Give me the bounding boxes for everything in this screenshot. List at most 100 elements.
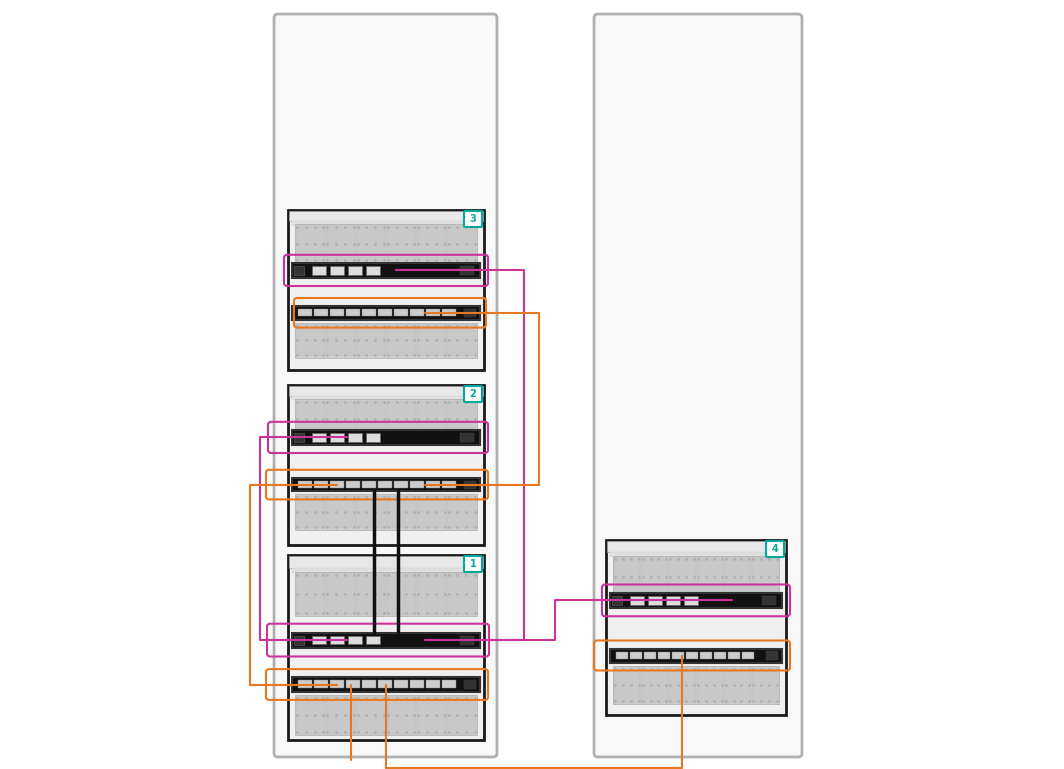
Bar: [686, 651, 698, 659]
Bar: [362, 309, 376, 317]
Bar: [348, 433, 362, 441]
Bar: [378, 681, 392, 688]
Bar: [288, 385, 484, 545]
Bar: [386, 324, 416, 356]
Bar: [289, 386, 483, 396]
Bar: [298, 681, 312, 688]
Bar: [447, 401, 477, 436]
Bar: [326, 324, 355, 356]
Bar: [295, 494, 477, 530]
Bar: [292, 633, 480, 647]
Bar: [697, 667, 724, 703]
Bar: [658, 651, 670, 659]
Bar: [460, 636, 473, 644]
Bar: [326, 401, 355, 436]
Bar: [330, 309, 344, 317]
Bar: [616, 651, 628, 659]
Bar: [447, 573, 477, 614]
Bar: [614, 558, 641, 596]
Bar: [298, 481, 312, 488]
Bar: [410, 681, 423, 688]
Bar: [292, 221, 480, 225]
Bar: [684, 596, 698, 604]
Bar: [642, 558, 668, 596]
Bar: [366, 266, 380, 275]
Bar: [326, 697, 355, 734]
FancyBboxPatch shape: [766, 541, 784, 557]
Bar: [417, 226, 446, 261]
Bar: [356, 573, 385, 614]
Bar: [296, 401, 325, 436]
Bar: [460, 266, 473, 275]
Bar: [410, 481, 423, 488]
Bar: [442, 309, 456, 317]
FancyBboxPatch shape: [464, 386, 482, 402]
Bar: [642, 667, 668, 703]
Bar: [447, 496, 477, 528]
Bar: [366, 433, 380, 441]
Bar: [330, 636, 344, 644]
Bar: [292, 568, 480, 573]
Bar: [348, 266, 362, 275]
Bar: [356, 697, 385, 734]
Bar: [725, 667, 751, 703]
Bar: [292, 677, 480, 692]
Bar: [612, 596, 622, 605]
Bar: [330, 481, 344, 488]
Bar: [295, 323, 477, 358]
Bar: [298, 309, 312, 317]
Bar: [644, 651, 656, 659]
FancyBboxPatch shape: [275, 14, 497, 757]
Bar: [672, 651, 684, 659]
Bar: [289, 211, 483, 221]
Bar: [295, 571, 477, 616]
Bar: [610, 592, 782, 608]
Bar: [610, 648, 782, 663]
Bar: [460, 433, 473, 442]
Bar: [614, 667, 641, 703]
Bar: [742, 651, 754, 659]
Bar: [295, 399, 477, 438]
Bar: [356, 324, 385, 356]
Bar: [326, 226, 355, 261]
Bar: [714, 651, 726, 659]
FancyBboxPatch shape: [594, 14, 802, 757]
Bar: [296, 226, 325, 261]
Bar: [296, 573, 325, 614]
Bar: [330, 433, 344, 441]
Bar: [296, 324, 325, 356]
Bar: [346, 681, 360, 688]
Bar: [464, 308, 476, 317]
Bar: [728, 651, 739, 659]
Bar: [294, 266, 304, 275]
Bar: [312, 636, 326, 644]
Bar: [386, 226, 416, 261]
Bar: [630, 596, 644, 604]
Bar: [666, 596, 680, 604]
Bar: [417, 401, 446, 436]
Bar: [314, 481, 328, 488]
Bar: [613, 556, 779, 598]
Bar: [752, 558, 779, 596]
Bar: [362, 681, 376, 688]
Bar: [386, 573, 416, 614]
Bar: [447, 697, 477, 734]
Bar: [292, 263, 480, 278]
Bar: [417, 324, 446, 356]
Bar: [606, 540, 786, 715]
Bar: [610, 552, 782, 557]
Bar: [294, 433, 304, 442]
Bar: [292, 306, 480, 320]
Bar: [378, 481, 392, 488]
Bar: [362, 481, 376, 488]
Bar: [326, 496, 355, 528]
Bar: [442, 481, 456, 488]
Bar: [606, 541, 785, 552]
Bar: [394, 309, 408, 317]
Bar: [326, 573, 355, 614]
Bar: [700, 651, 712, 659]
Bar: [294, 636, 304, 644]
Bar: [725, 558, 751, 596]
Bar: [447, 324, 477, 356]
Bar: [348, 636, 362, 644]
